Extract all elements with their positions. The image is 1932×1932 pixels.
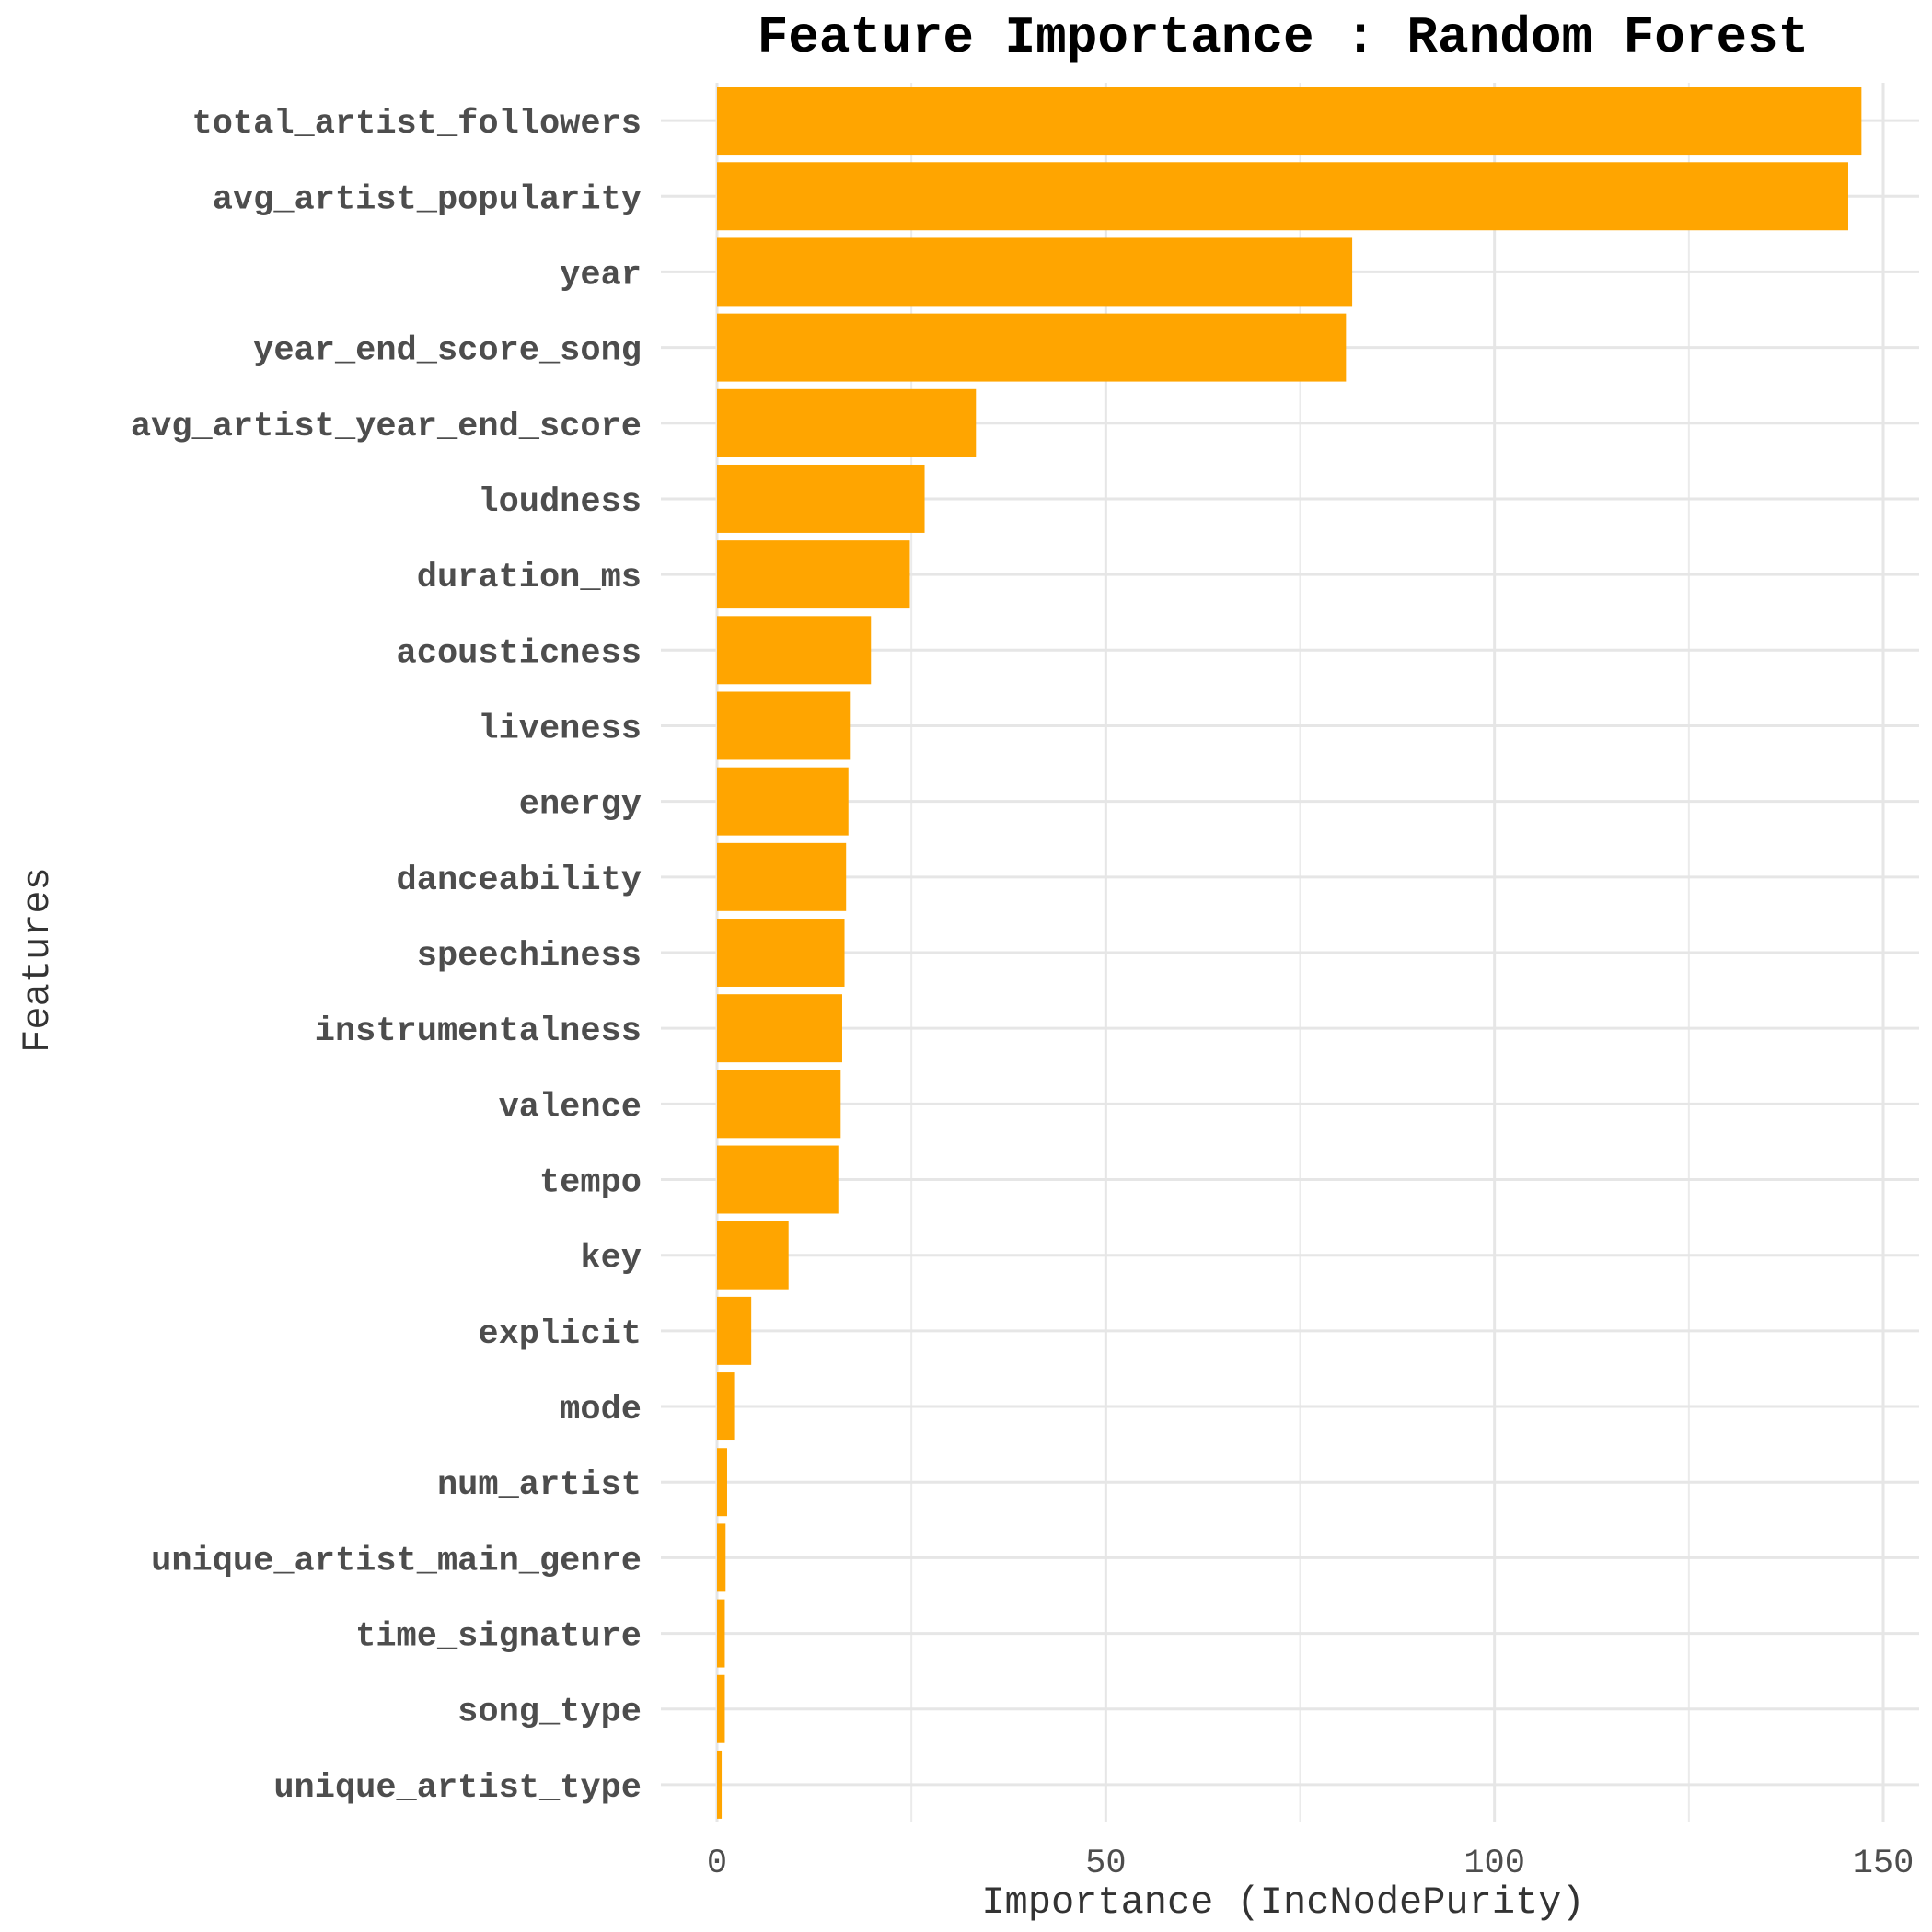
bars: [717, 87, 1862, 1819]
y-tick-label: avg_artist_year_end_score: [131, 408, 642, 446]
x-tick-label: 0: [707, 1845, 727, 1883]
y-tick-label: speechiness: [417, 937, 642, 976]
y-tick-label: year: [560, 256, 642, 295]
y-tick-label: explicit: [478, 1315, 642, 1354]
x-tick-label: 100: [1463, 1845, 1525, 1883]
bar-acousticness: [717, 616, 872, 685]
y-tick-label: time_signature: [355, 1618, 642, 1657]
chart-title: Feature Importance : Random Forest: [758, 8, 1810, 67]
y-axis-label: Features: [16, 867, 60, 1053]
y-tick-label: song_type: [457, 1694, 642, 1732]
bar-valence: [717, 1070, 841, 1139]
y-tick-label: duration_ms: [417, 559, 642, 597]
bar-num_artist: [717, 1448, 727, 1517]
y-tick-label: mode: [560, 1391, 642, 1429]
y-tick-label: loudness: [478, 483, 642, 522]
y-tick-label: unique_artist_main_genre: [151, 1542, 642, 1580]
bar-key: [717, 1221, 789, 1290]
y-tick-labels: total_artist_followers avg_artist_popular…: [131, 105, 642, 1808]
y-tick-label: liveness: [478, 710, 642, 748]
y-tick-label: num_artist: [437, 1466, 642, 1505]
y-tick-label: acousticness: [397, 634, 642, 673]
y-tick-label: key: [580, 1240, 642, 1278]
y-tick-label: year_end_score_song: [253, 332, 642, 371]
bar-liveness: [717, 691, 851, 760]
x-tick-label: 150: [1853, 1845, 1915, 1883]
y-tick-label: tempo: [539, 1164, 642, 1203]
bar-speechiness: [717, 919, 845, 987]
bar-unique_artist_type: [717, 1750, 723, 1819]
bar-avg_artist_popularity: [717, 162, 1848, 231]
y-tick-label: danceability: [397, 862, 642, 900]
bar-energy: [717, 767, 849, 836]
bar-loudness: [717, 464, 925, 533]
bar-time_signature: [717, 1599, 725, 1668]
y-tick-label: energy: [519, 786, 642, 825]
bar-total_artist_followers: [717, 87, 1862, 156]
bar-year_end_score_song: [717, 313, 1347, 382]
bar-instrumentalness: [717, 994, 842, 1063]
bar-duration_ms: [717, 540, 910, 609]
bar-song_type: [717, 1674, 725, 1743]
y-tick-label: total_artist_followers: [192, 105, 642, 144]
x-axis-label: Importance (IncNodePurity): [981, 1880, 1584, 1925]
bar-tempo: [717, 1145, 839, 1214]
bar-year: [717, 237, 1353, 307]
bar-avg_artist_year_end_score: [717, 388, 977, 457]
y-tick-label: unique_artist_type: [273, 1769, 642, 1808]
y-tick-label: instrumentalness: [315, 1012, 642, 1051]
bar-mode: [717, 1372, 735, 1441]
bar-explicit: [717, 1296, 752, 1365]
bar-danceability: [717, 842, 847, 911]
x-tick-label: 50: [1085, 1845, 1126, 1883]
bar-unique_artist_main_genre: [717, 1523, 726, 1592]
x-tick-labels: 0 50 100 150: [707, 1845, 1914, 1883]
y-tick-label: avg_artist_popularity: [213, 180, 642, 219]
y-tick-label: valence: [499, 1088, 642, 1127]
